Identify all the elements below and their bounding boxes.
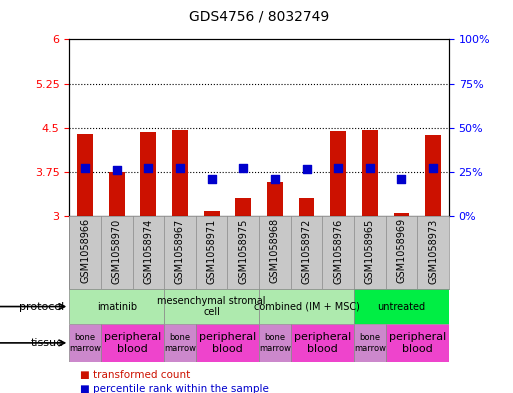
Text: bone
marrow: bone marrow [164, 333, 196, 353]
Point [113, 167, 121, 173]
Text: combined (IM + MSC): combined (IM + MSC) [253, 301, 360, 312]
Bar [259, 324, 291, 362]
Point [397, 176, 405, 182]
Point [239, 165, 247, 171]
Text: ■ percentile rank within the sample: ■ percentile rank within the sample [80, 384, 268, 393]
Bar [196, 324, 259, 362]
Bar [299, 198, 314, 216]
Text: GSM1058966: GSM1058966 [80, 219, 90, 283]
Bar [235, 198, 251, 216]
Bar [77, 134, 93, 216]
Text: GSM1058975: GSM1058975 [238, 219, 248, 284]
Bar [164, 324, 196, 362]
Text: GSM1058968: GSM1058968 [270, 219, 280, 283]
Bar [291, 324, 354, 362]
Text: ■ transformed count: ■ transformed count [80, 370, 190, 380]
Text: GSM1058976: GSM1058976 [333, 219, 343, 284]
Text: GSM1058974: GSM1058974 [143, 219, 153, 284]
Point [271, 176, 279, 182]
Text: protocol: protocol [19, 301, 64, 312]
Point [366, 165, 374, 171]
Bar [386, 324, 449, 362]
Text: untreated: untreated [378, 301, 425, 312]
Point [176, 165, 184, 171]
Bar [69, 324, 101, 362]
Text: tissue: tissue [31, 338, 64, 348]
Point [207, 176, 215, 182]
Bar [330, 131, 346, 216]
Bar [172, 130, 188, 216]
Text: GSM1058969: GSM1058969 [397, 219, 406, 283]
Point [334, 165, 342, 171]
Text: GSM1058971: GSM1058971 [207, 219, 216, 284]
Text: bone
marrow: bone marrow [69, 333, 101, 353]
Bar [141, 132, 156, 216]
Text: mesenchymal stromal
cell: mesenchymal stromal cell [157, 296, 266, 317]
Text: GSM1058972: GSM1058972 [302, 219, 311, 284]
Text: peripheral
blood: peripheral blood [199, 332, 256, 354]
Text: GSM1058973: GSM1058973 [428, 219, 438, 284]
Bar [425, 135, 441, 216]
Text: GDS4756 / 8032749: GDS4756 / 8032749 [189, 9, 329, 24]
Text: GSM1058967: GSM1058967 [175, 219, 185, 284]
Text: bone
marrow: bone marrow [354, 333, 386, 353]
Text: GSM1058970: GSM1058970 [112, 219, 122, 284]
Bar [393, 213, 409, 216]
Bar [69, 289, 164, 324]
Point [429, 165, 437, 171]
Text: GSM1058965: GSM1058965 [365, 219, 375, 284]
Bar [259, 289, 354, 324]
Bar [109, 172, 125, 216]
Text: peripheral
blood: peripheral blood [294, 332, 351, 354]
Bar [164, 289, 259, 324]
Point [144, 165, 152, 171]
Bar [204, 211, 220, 216]
Bar [267, 182, 283, 216]
Bar [354, 324, 386, 362]
Bar [362, 130, 378, 216]
Text: peripheral
blood: peripheral blood [104, 332, 161, 354]
Bar [354, 289, 449, 324]
Bar [101, 324, 164, 362]
Text: peripheral
blood: peripheral blood [389, 332, 446, 354]
Point [81, 165, 89, 171]
Point [302, 166, 310, 172]
Text: bone
marrow: bone marrow [259, 333, 291, 353]
Text: imatinib: imatinib [96, 301, 137, 312]
